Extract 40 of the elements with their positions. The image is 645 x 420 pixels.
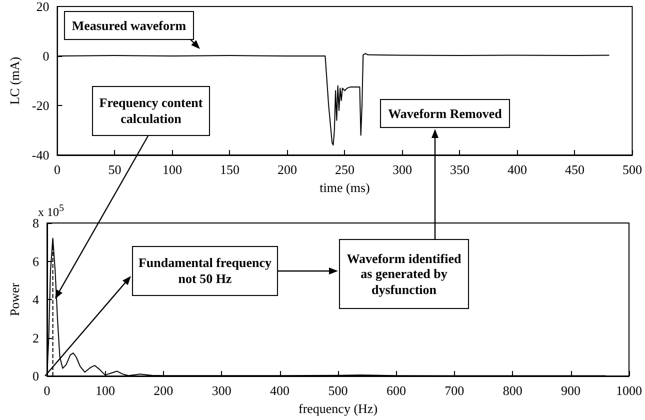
x-axis-title: frequency (Hz) (298, 400, 378, 416)
x-tick-label: 450 (565, 162, 584, 177)
y-tick-label: 6 (32, 254, 40, 269)
x-tick-label: 500 (328, 383, 348, 398)
x-tick-label: 100 (95, 383, 115, 398)
annotation: Measured waveform (64, 11, 194, 40)
x-tick-label: 500 (622, 162, 642, 177)
x-tick-label: 300 (212, 383, 232, 398)
text: x 10$^{5}$ (38, 203, 64, 219)
x-tick-label: 800 (502, 383, 522, 398)
x-tick-label: 0 (54, 162, 60, 177)
x-tick-label: 350 (450, 162, 470, 177)
x-tick-label: 150 (220, 162, 240, 177)
x-tick-label: 400 (507, 162, 527, 177)
annotation: Waveform Removed (380, 99, 510, 128)
y-tick-label: 2 (32, 330, 39, 346)
x-tick-label: 1000 (616, 383, 642, 398)
annotation: Fundamental frequency not 50 Hz (132, 246, 278, 296)
x-tick-label: 900 (561, 383, 581, 398)
x-tick-label: 50 (108, 162, 122, 177)
y-tick-label: -20 (32, 98, 50, 113)
y-tick-label: 0 (42, 48, 50, 64)
y-tick-label: 8 (32, 216, 39, 230)
y-tick-label: -40 (32, 148, 50, 162)
y-tick-label: 4 (32, 292, 40, 307)
x-tick-label: 250 (334, 162, 354, 177)
y-axis-title: Power (7, 282, 22, 316)
annotation: Waveform identified as generated by dysfunction (339, 239, 469, 309)
y-tick-label: 0 (32, 368, 39, 384)
x-tick-label: 700 (444, 383, 464, 398)
x-tick-label: 200 (154, 383, 174, 398)
x-tick-label: 400 (270, 383, 290, 398)
y-axis-title: LC (mA) (7, 56, 22, 105)
x-tick-label: 600 (386, 383, 406, 398)
annotation: Frequency content calculation (92, 86, 210, 136)
x-tick-label: 100 (162, 162, 182, 177)
x-tick-label: 200 (277, 162, 297, 177)
x-axis-title: time (ms) (320, 180, 370, 195)
y-tick-label: 20 (36, 0, 50, 14)
x-tick-label: 300 (392, 162, 412, 177)
